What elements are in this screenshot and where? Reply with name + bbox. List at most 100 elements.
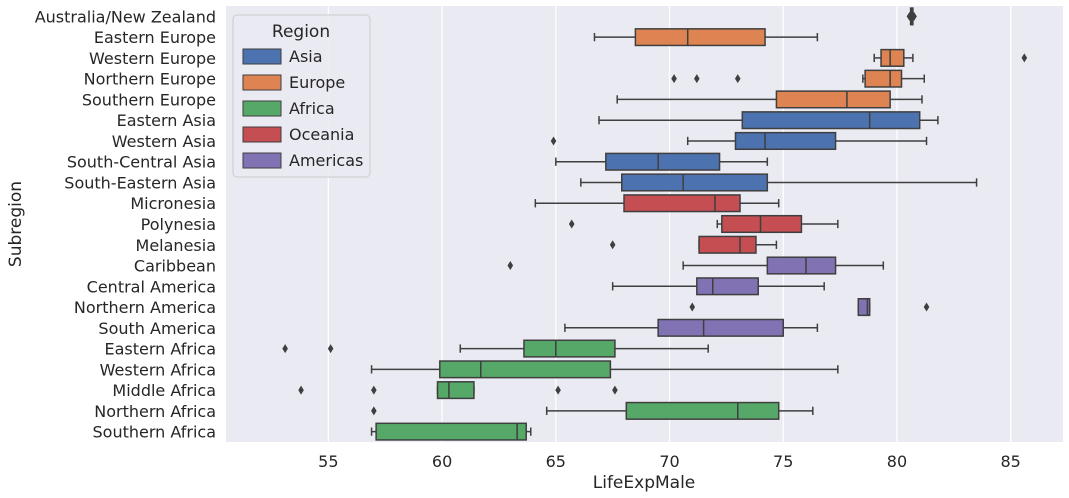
outlier-point — [906, 11, 913, 21]
box — [880, 48, 905, 67]
y-tick-label: Western Africa — [100, 360, 216, 379]
box — [657, 318, 784, 337]
box-group — [671, 69, 926, 88]
outlier-point — [689, 302, 696, 312]
y-tick-label: Middle Africa — [112, 381, 216, 400]
outlier-point — [923, 302, 930, 312]
legend-label: Africa — [289, 99, 335, 118]
box — [439, 360, 612, 379]
box-group — [298, 381, 618, 400]
x-tick-label: 80 — [887, 452, 907, 471]
outlier-point — [911, 11, 917, 21]
legend-swatch — [242, 100, 282, 117]
legend-swatch — [242, 152, 282, 169]
legend-swatch — [242, 48, 282, 65]
box — [698, 235, 757, 254]
box — [766, 256, 837, 275]
outlier-point — [371, 406, 377, 416]
box — [734, 131, 837, 151]
box — [621, 173, 769, 192]
box-group — [564, 318, 819, 337]
outlier-point — [609, 240, 616, 250]
legend-label: Europe — [289, 73, 345, 92]
legend-swatch — [242, 126, 282, 143]
box-group — [609, 235, 778, 254]
box-group — [550, 131, 928, 151]
outlier-point — [507, 261, 514, 271]
x-tick-label: 55 — [318, 452, 338, 471]
y-tick-label: South America — [98, 319, 216, 338]
outlier-point — [568, 219, 575, 229]
legend-title: Region — [272, 22, 330, 42]
box-group — [611, 277, 825, 296]
box — [857, 297, 871, 317]
legend: Region Asia Europe Africa Oceania Americas — [232, 14, 371, 178]
box — [721, 214, 803, 234]
y-tick-label: Northern America — [74, 298, 216, 317]
y-tick-label: Melanesia — [136, 236, 216, 255]
y-tick-label: South-Eastern Asia — [64, 173, 216, 192]
y-tick-label: Southern Europe — [82, 90, 216, 109]
y-tick-label: Central America — [87, 277, 216, 296]
y-tick-label: Northern Europe — [84, 70, 216, 89]
legend-entries: Asia Europe Africa Oceania Americas — [242, 47, 363, 170]
outlier-point — [371, 385, 377, 395]
box — [375, 422, 527, 441]
x-tick-label: 65 — [546, 452, 566, 471]
legend-label: Oceania — [289, 125, 354, 144]
outlier-point — [694, 74, 700, 84]
x-tick-labels: 55 60 65 70 75 80 85 — [318, 452, 1021, 471]
outlier-point — [327, 344, 334, 354]
box — [864, 69, 903, 88]
boxes — [282, 7, 1028, 441]
y-tick-label: Eastern Europe — [94, 28, 216, 47]
box-group — [568, 214, 839, 234]
box — [775, 90, 891, 109]
outlier-point — [612, 385, 618, 395]
x-tick-label: 60 — [432, 452, 452, 471]
x-axis-label: LifeExpMale — [593, 473, 696, 493]
box — [523, 339, 616, 358]
box-group — [555, 152, 769, 171]
outlier-point — [298, 385, 304, 395]
outlier-point — [1021, 53, 1028, 63]
box — [634, 28, 766, 47]
box-group — [371, 401, 814, 420]
y-tick-labels: Australia/New Zealand Eastern Europe Weste… — [35, 7, 216, 441]
outlier-point — [555, 385, 561, 395]
box-group — [689, 297, 930, 317]
legend-label: Asia — [289, 47, 323, 66]
box — [696, 277, 759, 296]
box-group — [598, 111, 939, 130]
box-group — [370, 360, 839, 379]
y-tick-label: Micronesia — [130, 194, 216, 213]
box — [625, 401, 780, 420]
y-axis-label: Subregion — [6, 181, 26, 267]
x-tick-label: 70 — [659, 452, 679, 471]
y-tick-label: Western Asia — [112, 132, 216, 151]
box-group — [507, 256, 885, 275]
box-group — [580, 173, 978, 192]
x-tick-label: 75 — [773, 452, 793, 471]
y-tick-label: South-Central Asia — [67, 153, 216, 172]
y-tick-label: Northern Africa — [94, 402, 216, 421]
y-tick-label: Eastern Asia — [117, 111, 216, 130]
box-group — [906, 7, 917, 26]
box-group — [593, 28, 819, 47]
x-tick-label: 85 — [1001, 452, 1021, 471]
box-group — [282, 339, 709, 358]
y-tick-label: Caribbean — [134, 257, 216, 276]
y-tick-label: Australia/New Zealand — [35, 7, 216, 26]
y-tick-label: Polynesia — [141, 215, 216, 234]
box — [741, 111, 921, 130]
outlier-point — [550, 136, 557, 146]
box — [605, 152, 721, 171]
box-group — [873, 48, 1028, 67]
legend-label: Americas — [289, 151, 363, 170]
box-group — [370, 422, 532, 441]
box-group — [534, 194, 780, 213]
outlier-point — [282, 344, 288, 354]
y-tick-label: Western Europe — [89, 49, 216, 68]
outlier-point — [734, 74, 741, 84]
